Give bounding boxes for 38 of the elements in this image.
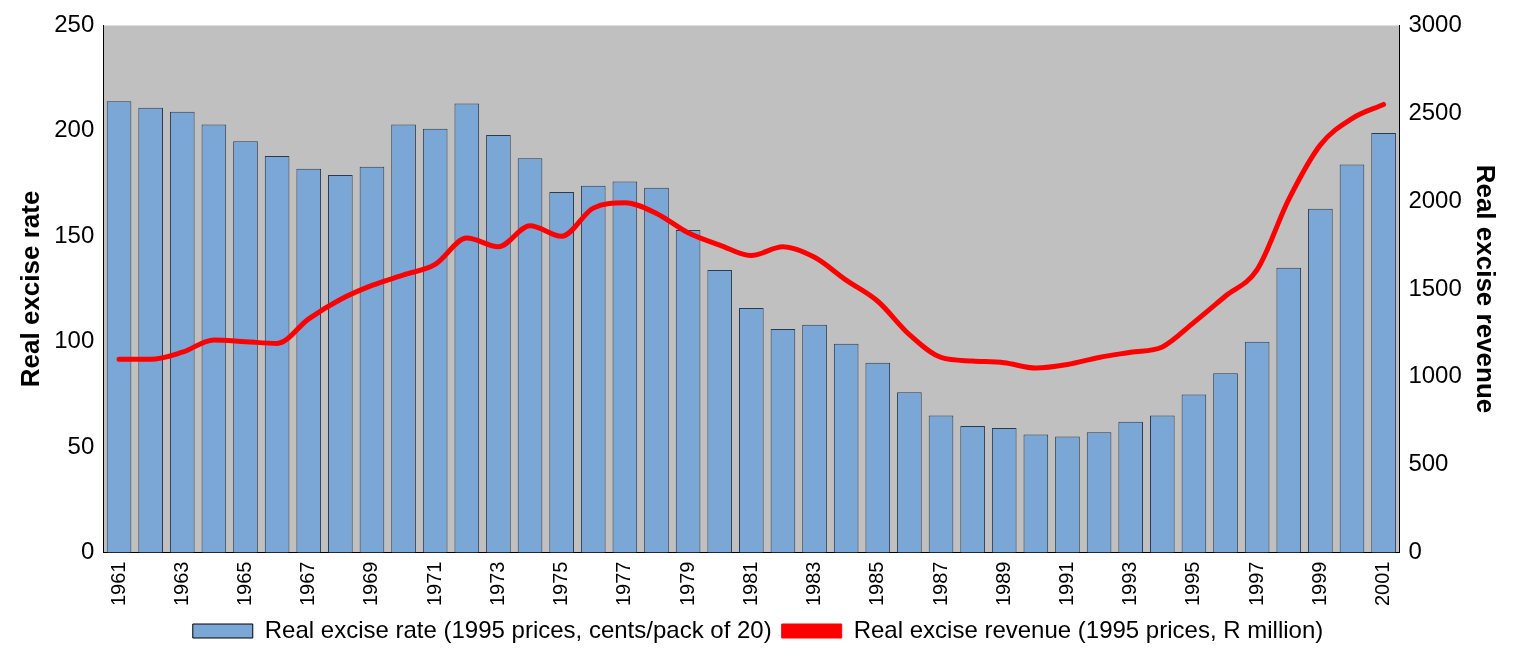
y-axis-title: Real excise rate (14, 190, 45, 388)
x-tick-label: 1979 (675, 561, 698, 607)
y-tick-label: 100 (54, 326, 95, 354)
x-tick-label: 1961 (106, 561, 129, 607)
x-tick-label: 1995 (1181, 561, 1204, 607)
x-tick-label: 1975 (549, 561, 572, 607)
x-tick-label: 1993 (1118, 561, 1141, 607)
x-tick-label: 1973 (485, 561, 508, 607)
y-tick-label: 0 (80, 537, 95, 565)
x-tick-label: 1977 (612, 561, 635, 607)
y-tick-label: 50 (67, 431, 95, 459)
y2-tick-label: 1500 (1408, 273, 1462, 301)
y2-tick-label: 0 (1408, 537, 1422, 565)
x-tick-label: 1999 (1307, 561, 1330, 607)
y2-tick-label: 3000 (1408, 10, 1462, 38)
x-tick-label: 1971 (422, 561, 445, 607)
y2-tick-label: 2000 (1408, 185, 1462, 213)
y-tick-label: 200 (54, 115, 95, 143)
x-tick-label: 1985 (865, 561, 888, 607)
y2-tick-label: 2500 (1408, 97, 1462, 125)
x-tick-label: 1963 (169, 561, 192, 607)
x-tick-label: 1967 (296, 561, 319, 607)
x-tick-label: 1989 (991, 561, 1014, 607)
x-tick-label: 1981 (738, 561, 761, 607)
x-tick-label: 1969 (359, 561, 382, 607)
legend-label: Real excise rate (1995 prices, cents/pack of 20) (264, 615, 772, 643)
x-tick-label: 1965 (233, 561, 256, 607)
legend-label: Real excise revenue (1995 prices, R million) (853, 615, 1324, 643)
y2-tick-label: 1000 (1408, 361, 1462, 389)
y-tick-label: 150 (54, 220, 95, 248)
x-tick-label: 1991 (1054, 561, 1077, 607)
y-tick-label: 250 (54, 10, 95, 38)
x-tick-label: 1983 (802, 561, 825, 607)
y2-axis-title: Real excise revenue (1471, 164, 1502, 414)
x-tick-label: 2001 (1371, 561, 1394, 607)
x-tick-label: 1997 (1244, 561, 1267, 607)
y2-tick-label: 500 (1408, 449, 1449, 477)
x-tick-label: 1987 (928, 561, 951, 607)
